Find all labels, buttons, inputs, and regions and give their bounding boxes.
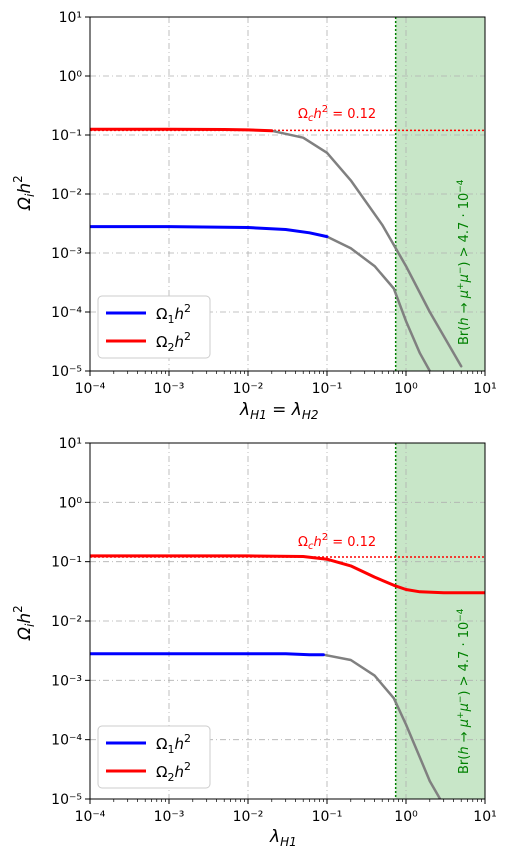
x-tick-label: 10⁻³ bbox=[154, 381, 185, 397]
shaded-region-label: Br(h → μ+μ−) > 4.7 · 10−4 bbox=[456, 179, 472, 345]
y-tick-label: 10⁰ bbox=[59, 69, 83, 85]
plot-area bbox=[90, 17, 485, 371]
panel-bottom: 10⁻⁴ 10⁻³ 10⁻² 10⁻¹ 10⁰ 10¹10⁻⁵10⁻⁴10⁻³10⁻²10… bbox=[11, 436, 497, 848]
series-line-extrapolated-3 bbox=[322, 653, 442, 799]
y-tick-label: 10¹ bbox=[59, 436, 82, 452]
x-tick-label: 10⁻³ bbox=[154, 809, 185, 825]
y-tick-label: 10⁻⁵ bbox=[51, 364, 82, 380]
series-line-2 bbox=[90, 554, 485, 595]
y-tick-label: 10⁻² bbox=[51, 614, 82, 630]
x-axis-label: λH1 = λH2 bbox=[239, 400, 319, 422]
x-tick-label: 10⁻¹ bbox=[312, 381, 343, 397]
y-tick-label: 10¹ bbox=[59, 10, 82, 26]
axis-ticks: 10⁻⁴ 10⁻³ 10⁻² 10⁻¹ 10⁰ 10¹10⁻⁵10⁻⁴10⁻³10⁻²10… bbox=[51, 10, 497, 397]
series-line-1 bbox=[90, 652, 325, 657]
y-tick-label: 10⁻⁴ bbox=[51, 733, 82, 749]
hline-label: Ωch2 = 0.12 bbox=[298, 104, 376, 124]
hline-label: Ωch2 = 0.12 bbox=[298, 532, 376, 552]
series-line-1 bbox=[90, 225, 329, 239]
legend-label-series-2: Ω2h2 bbox=[156, 330, 191, 354]
y-axis-label: Ωih2 bbox=[11, 605, 37, 641]
series-line-extrapolated-4 bbox=[270, 129, 463, 368]
x-tick-label: 10⁻² bbox=[233, 381, 264, 397]
y-tick-label: 10⁻² bbox=[51, 187, 82, 203]
legend: Ω1h2 Ω2h2 bbox=[97, 295, 211, 359]
x-tick-label: 10⁰ bbox=[394, 809, 418, 825]
x-tick-label: 10⁰ bbox=[394, 381, 418, 397]
axis-ticks: 10⁻⁴ 10⁻³ 10⁻² 10⁻¹ 10⁰ 10¹10⁻⁵10⁻⁴10⁻³10⁻²10… bbox=[51, 436, 497, 825]
panel-top: 10⁻⁴ 10⁻³ 10⁻² 10⁻¹ 10⁰ 10¹10⁻⁵10⁻⁴10⁻³10⁻²10… bbox=[11, 10, 497, 422]
y-tick-label: 10⁻³ bbox=[51, 673, 82, 689]
grid-lines bbox=[90, 443, 485, 799]
x-tick-label: 10¹ bbox=[473, 381, 496, 397]
y-tick-label: 10⁻¹ bbox=[51, 128, 82, 144]
shaded-region-label: Br(h → μ+μ−) > 4.7 · 10−4 bbox=[456, 608, 472, 774]
y-tick-label: 10⁰ bbox=[59, 495, 83, 511]
y-tick-label: 10⁻³ bbox=[51, 246, 82, 262]
x-tick-label: 10⁻⁴ bbox=[75, 381, 106, 397]
x-tick-label: 10¹ bbox=[473, 809, 496, 825]
y-tick-label: 10⁻⁴ bbox=[51, 305, 82, 321]
legend: Ω1h2 Ω2h2 bbox=[97, 725, 211, 789]
y-tick-label: 10⁻¹ bbox=[51, 555, 82, 571]
series-line-extrapolated-3 bbox=[325, 235, 432, 371]
series-line-2 bbox=[90, 127, 274, 133]
x-tick-label: 10⁻⁴ bbox=[75, 809, 106, 825]
plot-area bbox=[90, 443, 485, 799]
x-axis-label: λH1 bbox=[269, 827, 297, 848]
x-tick-label: 10⁻¹ bbox=[312, 809, 343, 825]
x-tick-label: 10⁻² bbox=[233, 809, 264, 825]
y-tick-label: 10⁻⁵ bbox=[51, 792, 82, 808]
y-axis-label: Ωih2 bbox=[11, 175, 37, 211]
